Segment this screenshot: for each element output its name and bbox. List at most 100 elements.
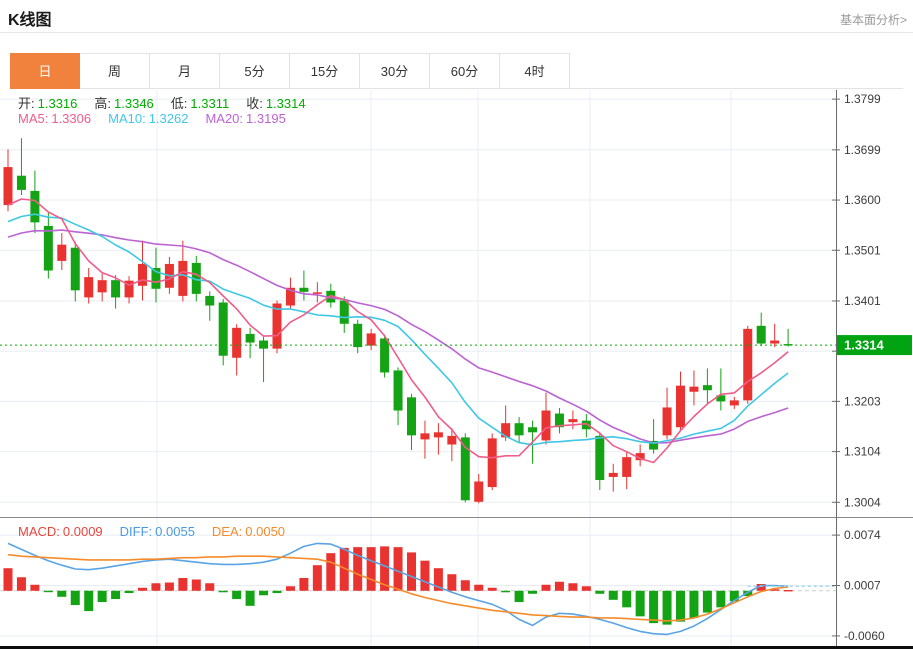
- candle-body: [205, 295, 215, 306]
- candle-body: [299, 287, 309, 292]
- macd-bar: [581, 586, 591, 591]
- candle-body: [353, 323, 363, 348]
- macd-axis-label: -0.0060: [844, 629, 885, 643]
- candle-body: [474, 481, 484, 502]
- macd-bar: [595, 590, 605, 594]
- candle-body: [702, 385, 712, 391]
- macd-bar: [622, 590, 632, 608]
- candle-body: [272, 303, 282, 349]
- price-axis-label: 1.3004: [844, 495, 881, 509]
- macd-axis-label: 0.0007: [844, 579, 881, 593]
- macd-bar: [433, 568, 443, 591]
- price-axis-label: 1.3600: [844, 193, 881, 207]
- candle-body: [501, 423, 511, 438]
- tab-60min[interactable]: 60分: [430, 53, 500, 89]
- macd-bar: [259, 590, 269, 596]
- candle-body: [514, 423, 524, 436]
- candle-body: [716, 395, 726, 402]
- price-axis-label: 1.3501: [844, 243, 881, 257]
- candle-body: [380, 338, 390, 373]
- macd-bar: [366, 547, 376, 591]
- ma5-line: [7, 198, 789, 464]
- macd-bar: [729, 590, 739, 602]
- macd-bar: [514, 590, 524, 603]
- candle-body: [285, 287, 295, 306]
- macd-bar: [702, 590, 712, 613]
- macd-bar: [635, 590, 645, 617]
- diff-line: [7, 542, 789, 636]
- candle-body: [649, 440, 659, 450]
- candle-body: [756, 325, 766, 344]
- fundamental-analysis-link[interactable]: 基本面分析>: [839, 13, 907, 27]
- macd-bar: [205, 583, 215, 591]
- macd-bar: [218, 590, 228, 593]
- macd-bar: [178, 577, 188, 591]
- candle-body: [339, 300, 349, 324]
- candle-body: [487, 438, 497, 488]
- macd-bar: [164, 582, 174, 591]
- macd-bar: [528, 590, 538, 594]
- candle-body: [16, 175, 26, 190]
- macd-bar: [326, 553, 336, 591]
- macd-bar: [743, 590, 753, 597]
- price-axis-label: 1.3203: [844, 394, 881, 408]
- macd-bar: [487, 587, 497, 591]
- candle-body: [70, 247, 80, 291]
- macd-bar: [676, 590, 685, 622]
- ma10-line: [7, 213, 789, 446]
- tab-bar-filler: [570, 53, 903, 89]
- candle-body: [138, 263, 147, 286]
- macd-bar: [57, 590, 67, 597]
- macd-bar: [568, 583, 578, 591]
- bottom-border: [0, 646, 913, 649]
- candle-body: [689, 386, 699, 392]
- macd-histogram: [3, 546, 793, 625]
- candle-body: [407, 397, 416, 436]
- tab-4hour[interactable]: 4时: [500, 53, 570, 89]
- macd-bar: [16, 577, 26, 591]
- macd-bar: [460, 580, 470, 591]
- candle-body: [729, 400, 739, 406]
- tab-day[interactable]: 日: [10, 53, 80, 89]
- candle-body: [312, 292, 322, 294]
- macd-bar: [138, 587, 147, 591]
- tab-15min[interactable]: 15分: [290, 53, 360, 89]
- kline-chart-canvas[interactable]: 1.37991.36991.36001.35011.34011.33021.32…: [0, 90, 913, 646]
- macd-bar: [649, 590, 659, 624]
- macd-bar: [84, 590, 94, 612]
- candle-body: [581, 420, 591, 430]
- candle-body: [783, 344, 793, 346]
- macd-bar: [299, 577, 309, 591]
- candle-body: [259, 340, 269, 349]
- macd-bar: [554, 581, 564, 591]
- macd-axis-label: 0.0074: [844, 528, 881, 542]
- candle-body: [326, 290, 336, 303]
- tab-month[interactable]: 月: [150, 53, 220, 89]
- macd-bar: [474, 584, 484, 591]
- price-axis-label: 1.3104: [844, 445, 881, 459]
- candle-body: [528, 427, 538, 433]
- macd-bar: [541, 584, 551, 591]
- candle-body: [635, 453, 645, 461]
- tab-5min[interactable]: 5分: [220, 53, 290, 89]
- macd-bar: [70, 590, 80, 606]
- candle-body: [30, 190, 40, 223]
- macd-bar: [111, 590, 121, 600]
- page-title: K线图: [8, 12, 52, 29]
- macd-bar: [339, 547, 349, 591]
- candle-body: [676, 385, 685, 428]
- candle-body: [554, 413, 564, 428]
- candle-body: [151, 268, 161, 289]
- candle-body: [595, 435, 605, 480]
- macd-bar: [393, 547, 403, 591]
- title-divider: [0, 32, 913, 33]
- candles-layer: [3, 138, 793, 504]
- candle-body: [541, 410, 551, 441]
- tab-30min[interactable]: 30分: [360, 53, 430, 89]
- current-price-tag-bg: [837, 335, 912, 356]
- macd-bar: [716, 590, 726, 608]
- tab-week[interactable]: 周: [80, 53, 150, 89]
- candle-body: [433, 432, 443, 438]
- candle-body: [178, 260, 188, 296]
- candle-body: [366, 333, 376, 346]
